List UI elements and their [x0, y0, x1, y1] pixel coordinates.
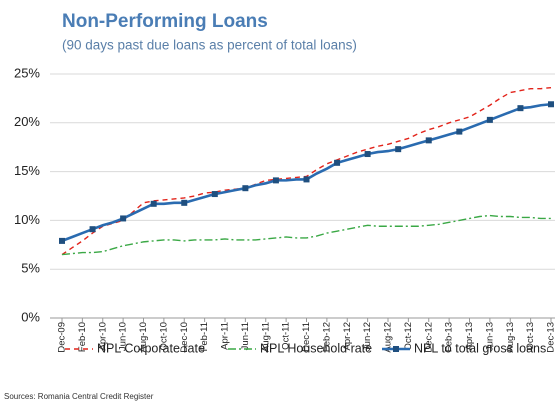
point-marker	[334, 159, 341, 166]
x-tick-label: Aug-11	[260, 322, 271, 352]
point-marker	[89, 226, 96, 233]
x-tick-label: Jun-13	[484, 322, 495, 351]
x-tick-label: Apr-13	[464, 322, 475, 351]
point-marker	[395, 146, 402, 153]
x-tick-label: Oct-12	[403, 322, 414, 351]
x-tick-label: Aug-10	[138, 322, 149, 353]
source-note: Sources: Romania Central Credit Register	[4, 392, 154, 401]
x-tick-label: Dec-12	[423, 322, 434, 353]
point-marker	[181, 199, 188, 206]
x-tick-label: Dec-09	[57, 322, 68, 353]
x-tick-label: Apr-10	[97, 322, 108, 351]
point-marker	[456, 128, 463, 135]
x-tick-label: Oct-10	[158, 322, 169, 351]
x-tick-label: Jun-12	[362, 322, 373, 351]
point-marker	[517, 105, 524, 112]
x-tick-label: Aug-13	[505, 322, 516, 353]
x-tick-label: Apr-11	[220, 322, 231, 350]
legend-marker	[393, 346, 399, 352]
legend-label: NPL Household rate	[260, 341, 372, 355]
point-marker	[120, 215, 127, 222]
legend-label: NPL Corporate rate	[97, 341, 205, 355]
chart-subtitle: (90 days past due loans as percent of to…	[62, 38, 357, 53]
y-tick-label: 0%	[21, 309, 40, 324]
point-marker	[242, 185, 249, 192]
point-marker	[272, 177, 279, 184]
point-marker	[486, 116, 493, 123]
x-tick-label: Apr-12	[342, 322, 353, 351]
y-tick-label: 5%	[21, 261, 40, 276]
x-tick-label: Oct-11	[281, 322, 292, 350]
x-tick-label: Aug-12	[383, 322, 394, 353]
x-tick-label: Feb-10	[77, 322, 88, 352]
x-tick-label: Feb-13	[444, 322, 455, 352]
y-tick-label: 15%	[14, 163, 40, 178]
x-tick-label: Feb-12	[321, 322, 332, 352]
y-tick-label: 10%	[14, 212, 40, 227]
x-tick-label: Dec-13	[546, 322, 555, 353]
y-tick-label: 20%	[14, 114, 40, 129]
point-marker	[59, 237, 65, 244]
point-marker	[303, 176, 310, 183]
point-marker	[425, 137, 432, 144]
chart-title: Non-Performing Loans	[62, 11, 268, 32]
legend-label: NPL to total gross loans	[414, 341, 546, 355]
point-marker	[150, 200, 157, 207]
point-marker	[364, 151, 371, 158]
x-tick-label: Dec-11	[301, 322, 312, 352]
x-tick-label: Feb-11	[199, 322, 210, 351]
x-tick-label: Jun-11	[240, 322, 251, 350]
point-marker	[211, 191, 218, 198]
x-tick-label: Oct-13	[525, 322, 536, 351]
point-marker	[548, 101, 554, 108]
y-tick-label: 25%	[14, 65, 40, 80]
x-tick-label: Dec-10	[179, 322, 190, 353]
x-tick-label: Jun-10	[118, 322, 129, 351]
series-line	[61, 214, 551, 256]
